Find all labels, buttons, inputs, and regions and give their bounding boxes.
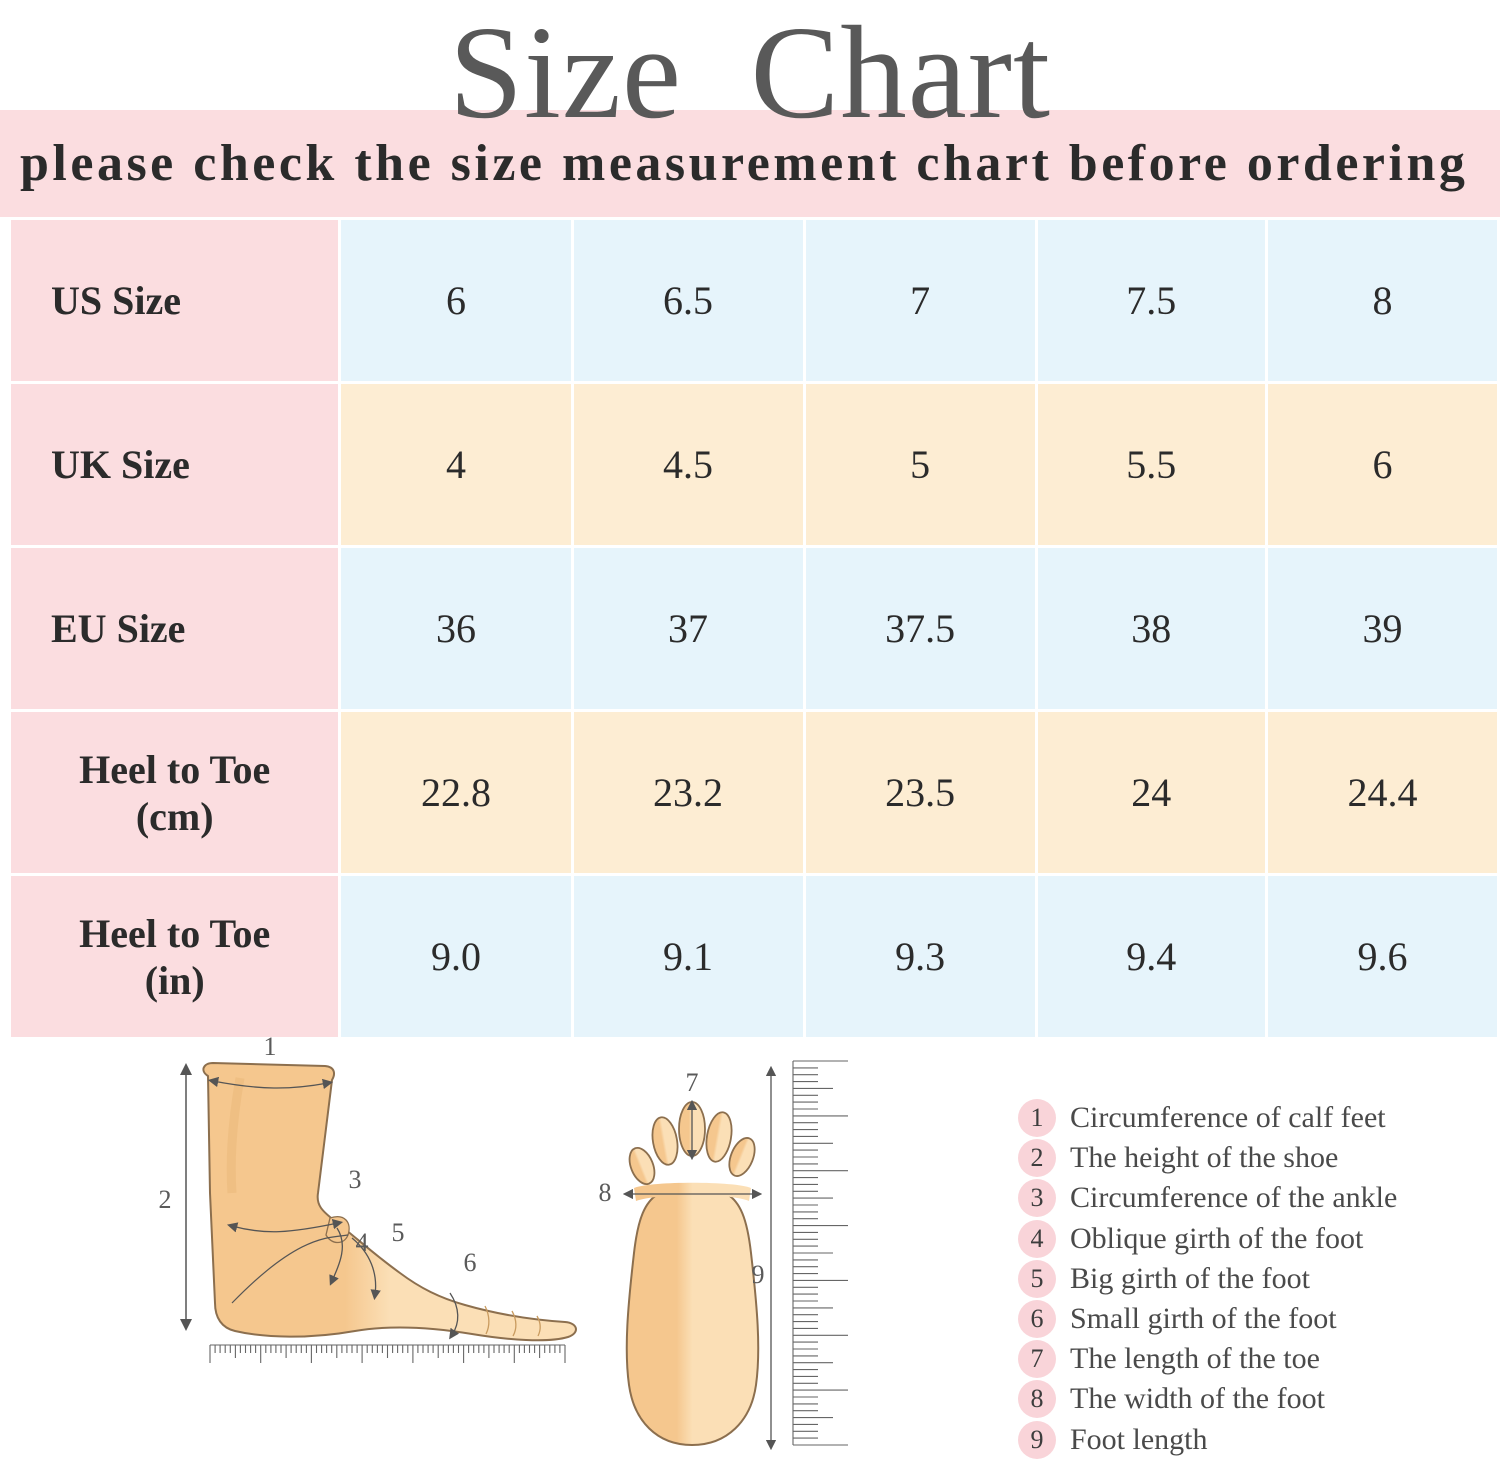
svg-text:5: 5: [392, 1218, 405, 1247]
svg-text:7: 7: [686, 1068, 699, 1097]
svg-text:1: 1: [264, 1032, 277, 1061]
svg-text:8: 8: [599, 1178, 612, 1207]
svg-text:6: 6: [464, 1248, 477, 1277]
svg-text:9: 9: [752, 1260, 765, 1289]
svg-text:2: 2: [159, 1185, 172, 1214]
svg-text:4: 4: [356, 1228, 369, 1257]
svg-text:3: 3: [349, 1165, 362, 1194]
